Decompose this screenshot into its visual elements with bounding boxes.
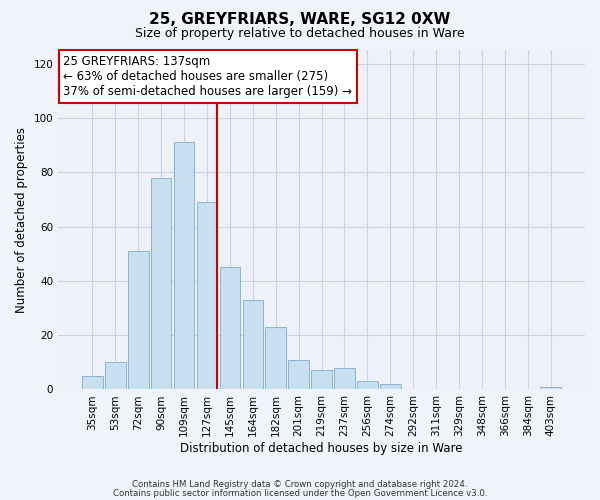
Bar bbox=[151, 178, 172, 390]
Bar bbox=[105, 362, 125, 390]
Bar bbox=[265, 327, 286, 390]
Bar bbox=[380, 384, 401, 390]
Text: Contains public sector information licensed under the Open Government Licence v3: Contains public sector information licen… bbox=[113, 489, 487, 498]
Bar bbox=[220, 268, 240, 390]
Bar bbox=[82, 376, 103, 390]
Bar bbox=[311, 370, 332, 390]
Bar bbox=[174, 142, 194, 390]
Text: Contains HM Land Registry data © Crown copyright and database right 2024.: Contains HM Land Registry data © Crown c… bbox=[132, 480, 468, 489]
Bar bbox=[334, 368, 355, 390]
Bar bbox=[197, 202, 217, 390]
Bar bbox=[357, 382, 378, 390]
X-axis label: Distribution of detached houses by size in Ware: Distribution of detached houses by size … bbox=[181, 442, 463, 455]
Text: Size of property relative to detached houses in Ware: Size of property relative to detached ho… bbox=[135, 28, 465, 40]
Bar bbox=[289, 360, 309, 390]
Text: 25 GREYFRIARS: 137sqm
← 63% of detached houses are smaller (275)
37% of semi-det: 25 GREYFRIARS: 137sqm ← 63% of detached … bbox=[64, 55, 352, 98]
Y-axis label: Number of detached properties: Number of detached properties bbox=[15, 126, 28, 312]
Bar bbox=[242, 300, 263, 390]
Text: 25, GREYFRIARS, WARE, SG12 0XW: 25, GREYFRIARS, WARE, SG12 0XW bbox=[149, 12, 451, 28]
Bar bbox=[128, 251, 149, 390]
Bar bbox=[541, 386, 561, 390]
